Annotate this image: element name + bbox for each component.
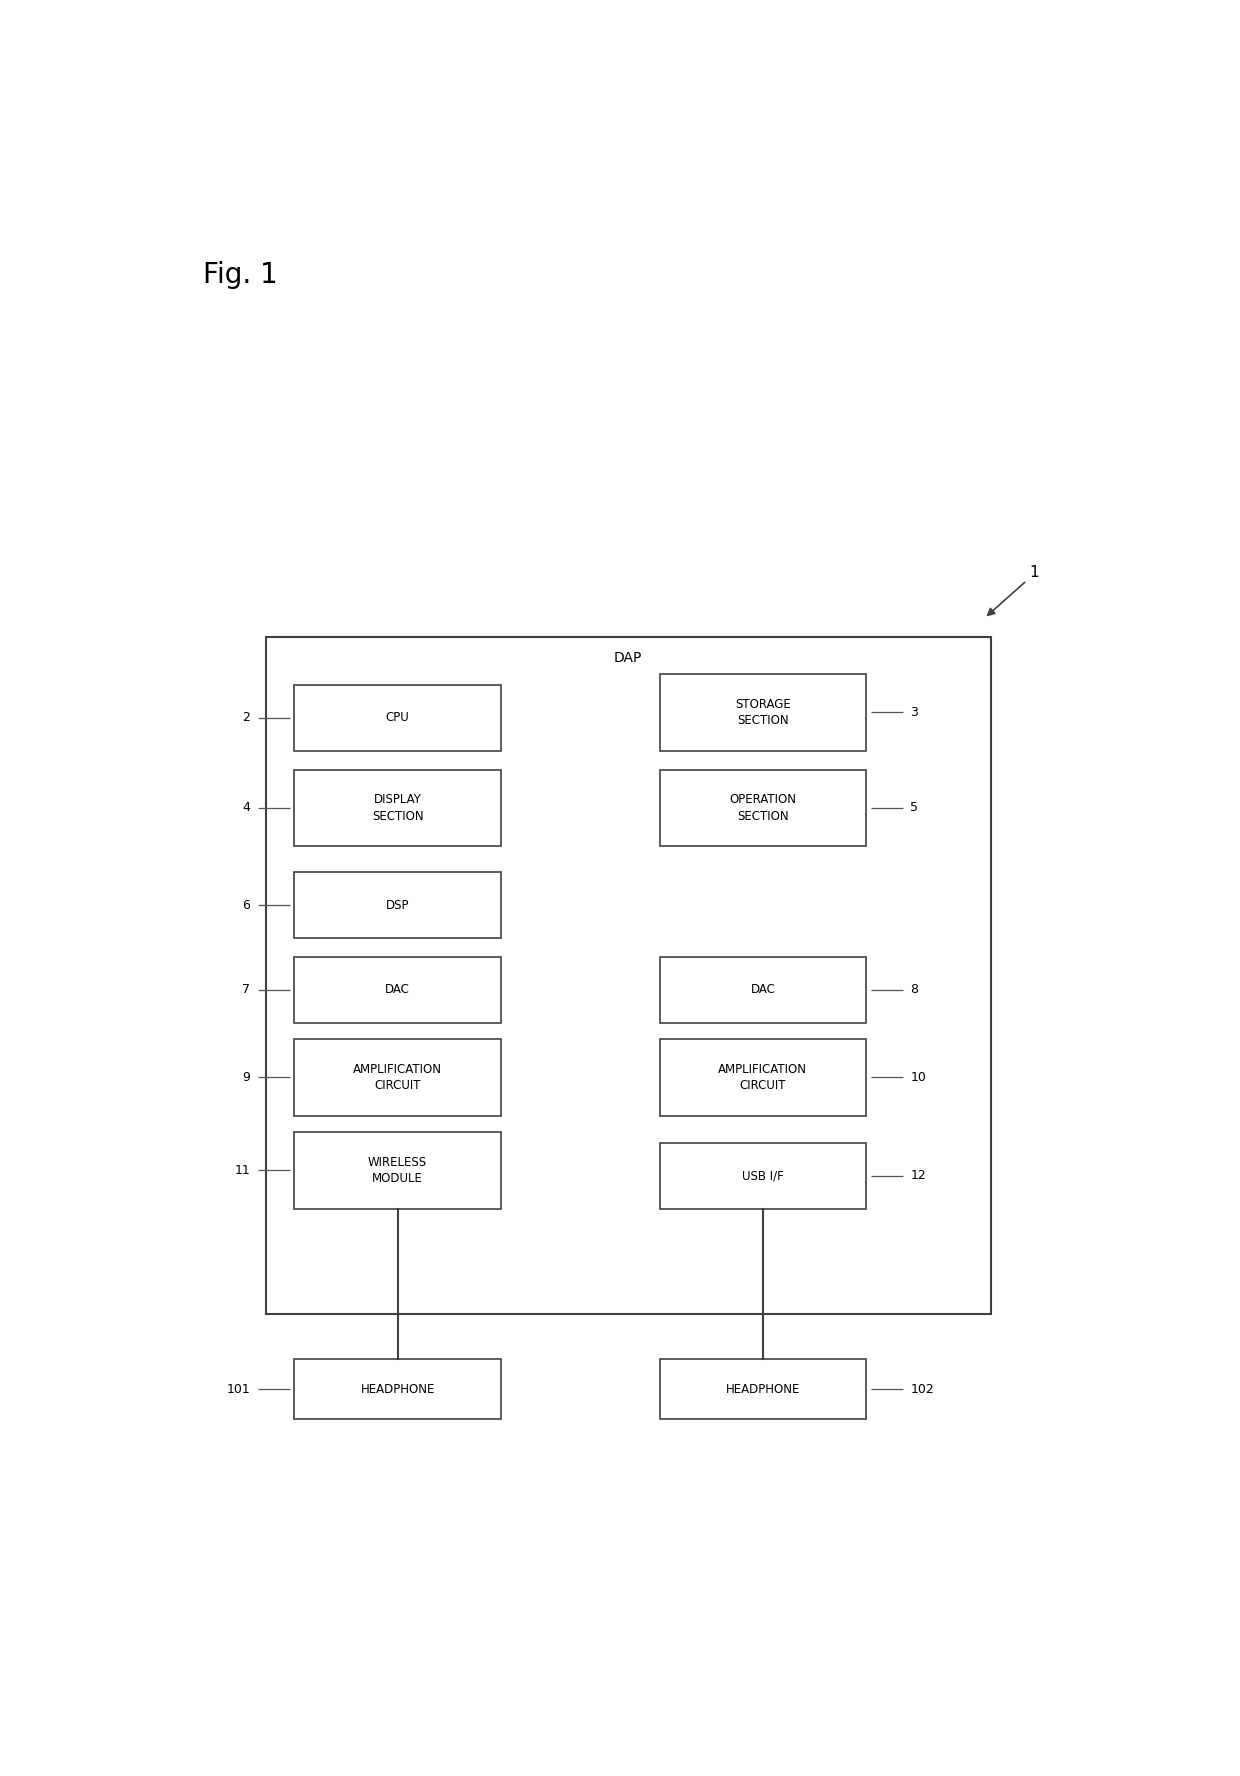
Text: STORAGE
SECTION: STORAGE SECTION	[735, 698, 791, 726]
Text: DAC: DAC	[750, 984, 775, 996]
Bar	[265, 638, 991, 1314]
Bar	[294, 872, 501, 938]
Bar	[660, 1039, 867, 1115]
Bar	[660, 1359, 867, 1419]
Text: DSP: DSP	[386, 899, 409, 911]
Bar	[294, 686, 501, 751]
Text: 102: 102	[910, 1384, 934, 1396]
Text: DISPLAY
SECTION: DISPLAY SECTION	[372, 794, 424, 822]
Text: 10: 10	[910, 1071, 926, 1083]
Text: 1: 1	[1029, 565, 1039, 579]
Text: DAC: DAC	[386, 984, 410, 996]
Text: 4: 4	[242, 801, 250, 815]
Text: 12: 12	[910, 1169, 926, 1183]
Bar	[294, 1359, 501, 1419]
Bar	[660, 769, 867, 847]
Text: 9: 9	[242, 1071, 250, 1083]
Text: AMPLIFICATION
CIRCUIT: AMPLIFICATION CIRCUIT	[718, 1062, 807, 1092]
Text: WIRELESS
MODULE: WIRELESS MODULE	[368, 1156, 428, 1185]
Text: 7: 7	[242, 984, 250, 996]
Text: 5: 5	[910, 801, 919, 815]
Text: OPERATION
SECTION: OPERATION SECTION	[729, 794, 796, 822]
Bar	[660, 1144, 867, 1209]
Text: 6: 6	[242, 899, 250, 911]
Bar	[660, 957, 867, 1023]
Text: CPU: CPU	[386, 710, 409, 725]
Text: 11: 11	[234, 1163, 250, 1177]
Text: AMPLIFICATION
CIRCUIT: AMPLIFICATION CIRCUIT	[353, 1062, 443, 1092]
Text: 101: 101	[227, 1384, 250, 1396]
Bar	[294, 1131, 501, 1209]
Text: 2: 2	[242, 710, 250, 725]
Bar	[294, 769, 501, 847]
Text: HEADPHONE: HEADPHONE	[725, 1384, 800, 1396]
Bar	[294, 957, 501, 1023]
Text: 8: 8	[910, 984, 919, 996]
Text: Fig. 1: Fig. 1	[203, 261, 278, 289]
Text: HEADPHONE: HEADPHONE	[361, 1384, 435, 1396]
Bar	[660, 673, 867, 751]
Bar	[294, 1039, 501, 1115]
Text: USB I/F: USB I/F	[742, 1169, 784, 1183]
Text: 3: 3	[910, 705, 919, 719]
Text: DAP: DAP	[614, 650, 642, 664]
